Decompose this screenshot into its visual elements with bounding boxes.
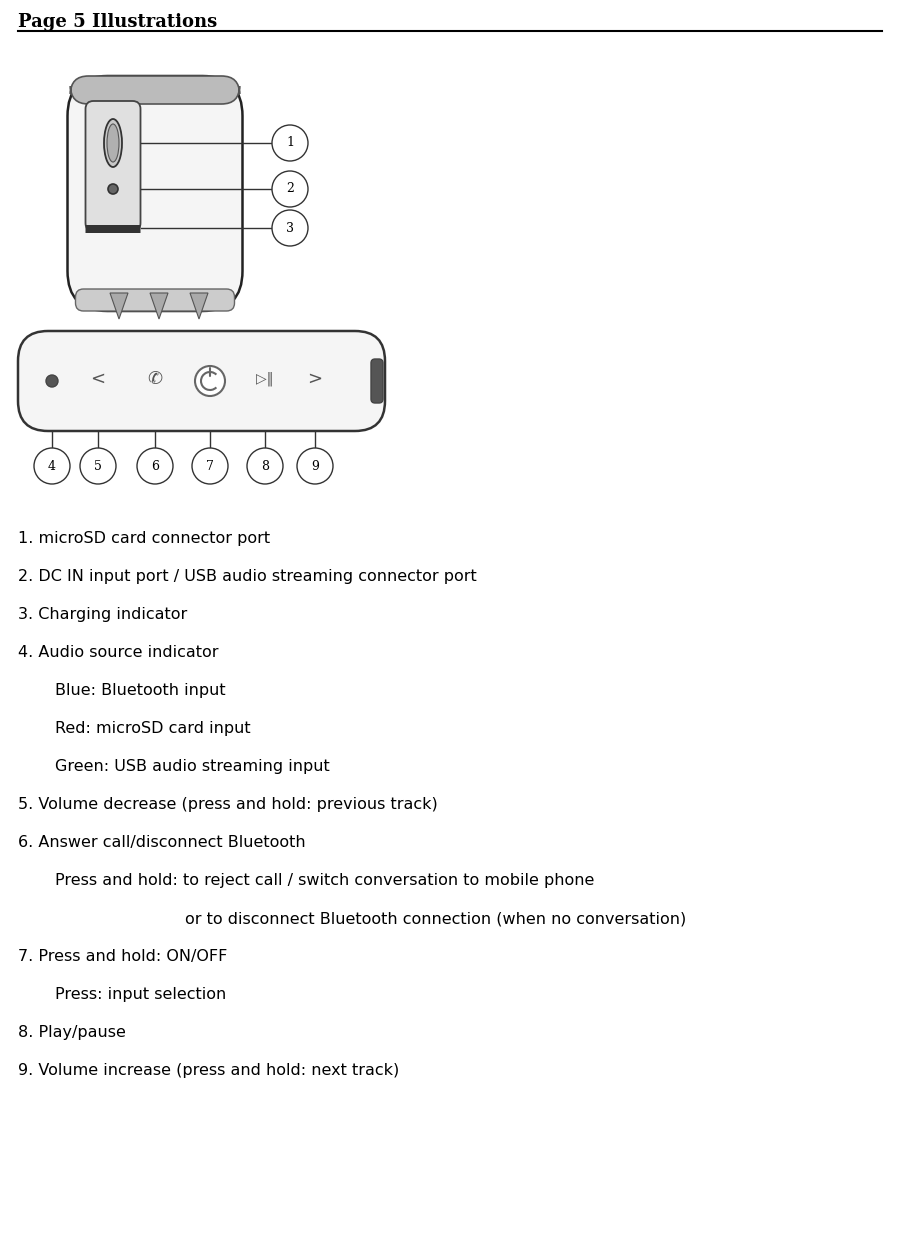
Text: Press: input selection: Press: input selection bbox=[55, 987, 226, 1002]
Text: 1: 1 bbox=[286, 136, 294, 150]
Text: 2. DC IN input port / USB audio streaming connector port: 2. DC IN input port / USB audio streamin… bbox=[18, 569, 477, 584]
Ellipse shape bbox=[107, 124, 119, 161]
Text: 6. Answer call/disconnect Bluetooth: 6. Answer call/disconnect Bluetooth bbox=[18, 834, 306, 849]
Circle shape bbox=[34, 448, 70, 484]
Text: ✆: ✆ bbox=[148, 370, 163, 388]
Circle shape bbox=[137, 448, 173, 484]
FancyBboxPatch shape bbox=[86, 101, 140, 231]
Text: or to disconnect Bluetooth connection (when no conversation): or to disconnect Bluetooth connection (w… bbox=[185, 911, 686, 926]
Text: Red: microSD card input: Red: microSD card input bbox=[55, 721, 250, 736]
FancyBboxPatch shape bbox=[76, 289, 235, 311]
Ellipse shape bbox=[104, 119, 122, 166]
Polygon shape bbox=[150, 293, 168, 319]
Circle shape bbox=[272, 125, 308, 161]
Circle shape bbox=[46, 375, 58, 387]
Text: 2: 2 bbox=[286, 183, 294, 195]
Text: 3. Charging indicator: 3. Charging indicator bbox=[18, 607, 187, 622]
Text: 9. Volume increase (press and hold: next track): 9. Volume increase (press and hold: next… bbox=[18, 1063, 400, 1078]
Text: Blue: Bluetooth input: Blue: Bluetooth input bbox=[55, 683, 226, 698]
Text: 5: 5 bbox=[94, 459, 102, 473]
Text: 6: 6 bbox=[151, 459, 159, 473]
Text: 7. Press and hold: ON/OFF: 7. Press and hold: ON/OFF bbox=[18, 950, 228, 965]
Text: Green: USB audio streaming input: Green: USB audio streaming input bbox=[55, 759, 329, 774]
Text: 9: 9 bbox=[311, 459, 319, 473]
FancyBboxPatch shape bbox=[86, 225, 140, 233]
Text: 8: 8 bbox=[261, 459, 269, 473]
FancyBboxPatch shape bbox=[371, 359, 383, 403]
FancyBboxPatch shape bbox=[68, 76, 242, 311]
Text: 8. Play/pause: 8. Play/pause bbox=[18, 1025, 126, 1040]
Text: ▷‖: ▷‖ bbox=[256, 372, 274, 387]
FancyBboxPatch shape bbox=[70, 76, 239, 104]
Circle shape bbox=[297, 448, 333, 484]
Text: 4: 4 bbox=[48, 459, 56, 473]
Text: 7: 7 bbox=[206, 459, 214, 473]
Text: 4. Audio source indicator: 4. Audio source indicator bbox=[18, 646, 219, 661]
Circle shape bbox=[195, 367, 225, 397]
Circle shape bbox=[192, 448, 228, 484]
Circle shape bbox=[247, 448, 283, 484]
Text: 1. microSD card connector port: 1. microSD card connector port bbox=[18, 530, 270, 545]
Text: 5. Volume decrease (press and hold: previous track): 5. Volume decrease (press and hold: prev… bbox=[18, 797, 437, 812]
Text: 3: 3 bbox=[286, 221, 294, 234]
Polygon shape bbox=[190, 293, 208, 319]
FancyBboxPatch shape bbox=[18, 332, 385, 432]
Circle shape bbox=[80, 448, 116, 484]
Circle shape bbox=[272, 171, 308, 206]
Polygon shape bbox=[110, 293, 128, 319]
Text: Press and hold: to reject call / switch conversation to mobile phone: Press and hold: to reject call / switch … bbox=[55, 873, 594, 888]
Ellipse shape bbox=[108, 184, 118, 194]
Text: >: > bbox=[308, 370, 322, 388]
Text: Page 5 Illustrations: Page 5 Illustrations bbox=[18, 13, 217, 31]
Circle shape bbox=[272, 210, 308, 246]
Text: <: < bbox=[90, 370, 105, 388]
